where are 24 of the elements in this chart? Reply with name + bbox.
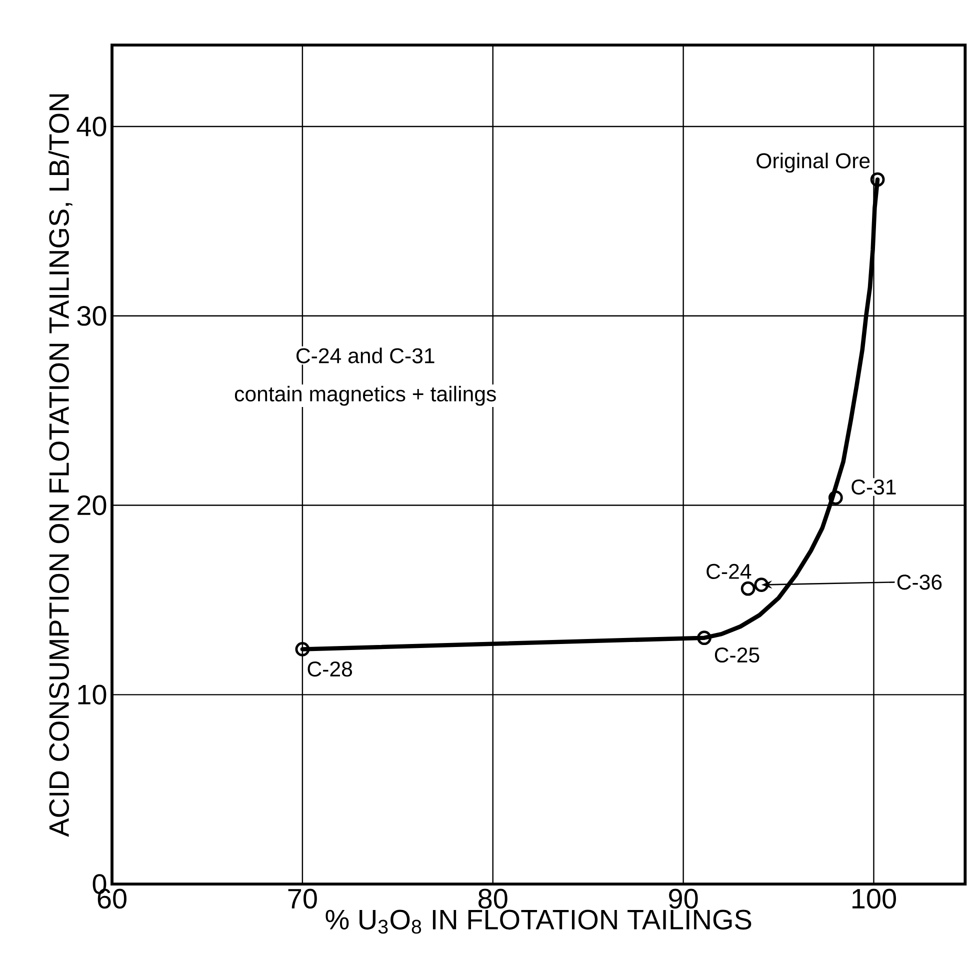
point	[828, 490, 843, 505]
annotation: C-28	[308, 661, 352, 677]
y-tick-label: 20	[77, 495, 106, 516]
point	[870, 172, 885, 187]
x-tick-label: 70	[288, 888, 317, 909]
point	[740, 581, 756, 596]
x-tick-label: 90	[668, 888, 698, 909]
x-tick-label: 80	[478, 888, 508, 909]
point	[754, 578, 769, 592]
annotation: C-24	[706, 564, 752, 580]
y-tick-label: 40	[76, 116, 106, 136]
annotation: C-31	[852, 479, 896, 495]
annotation: C-36	[897, 574, 942, 590]
annotation: C-24 and C-31	[296, 348, 434, 364]
point	[295, 642, 310, 656]
annotation: contain magnetics + tailings	[234, 386, 496, 406]
annotation: Original Ore	[756, 152, 870, 173]
y-tick-label: 10	[78, 684, 106, 705]
point	[696, 630, 712, 646]
y-tick-label: 30	[77, 306, 106, 326]
y-axis-title: ACID CONSUMPTION ON FLOTATION TAILINGS, LB/TON	[48, 94, 72, 837]
x-axis-title: % U$_{3}$O$_{8}$ IN FLOTATION TAILINGS	[326, 910, 752, 934]
x-tick-label: 100	[852, 888, 896, 909]
annotation: C-25	[714, 647, 760, 663]
